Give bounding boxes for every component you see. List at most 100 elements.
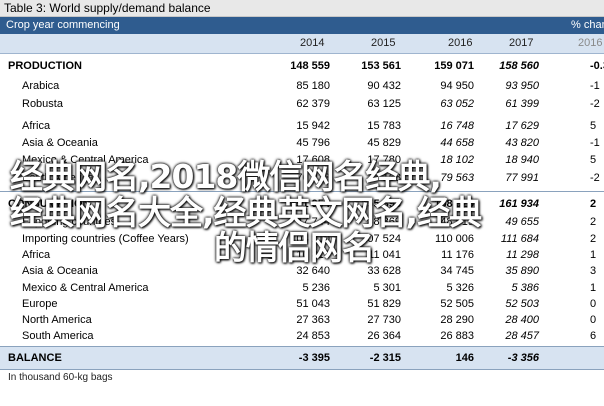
- cell-value: 49 655: [505, 216, 539, 228]
- table-row: Africa 10 819 11 041 11 176 11 298 1: [0, 247, 604, 263]
- row-label: CONSUMPTION: [8, 198, 91, 210]
- table-row: North America 27 363 27 730 28 290 28 40…: [0, 312, 604, 328]
- row-label: South America: [22, 330, 94, 342]
- row-label: PRODUCTION: [8, 60, 82, 72]
- row-label: Importing countries (Coffee Years): [22, 233, 189, 245]
- pct-value: 2: [590, 233, 597, 245]
- cell-value: 45 796: [296, 137, 330, 149]
- cell-value: 146: [455, 352, 474, 364]
- cell-value: 5 236: [302, 282, 330, 294]
- cell-value: 11 298: [506, 249, 539, 261]
- cell-value: 32 640: [296, 265, 330, 277]
- cell-value: 158 925: [434, 198, 474, 210]
- pct-value: 1: [590, 282, 597, 294]
- cell-value: 17 629: [505, 120, 539, 132]
- row-label: Africa: [22, 249, 51, 261]
- cell-value: 47 744: [296, 216, 330, 228]
- cell-value: 111 684: [500, 233, 539, 245]
- pct-value: 3: [590, 265, 597, 277]
- pct-value: 2: [590, 198, 597, 210]
- year-header: 2017: [509, 37, 534, 49]
- cell-value: 48 369: [367, 216, 401, 228]
- cell-value: 28 457: [505, 330, 539, 342]
- cell-value: 45 829: [367, 137, 401, 149]
- row-label: Mexico & Central America: [22, 154, 149, 166]
- cell-value: 34 745: [440, 265, 474, 277]
- cell-value: 5 386: [511, 282, 539, 294]
- cell-value: -2 315: [369, 352, 401, 364]
- pct-value: 6: [590, 330, 597, 342]
- table-row: South America 70 213 73 168 79 563 77 99…: [0, 170, 604, 186]
- pct-value: 5: [590, 120, 597, 132]
- cell-value: 90 432: [367, 80, 401, 92]
- cell-value: 94 950: [440, 80, 474, 92]
- cell-value: 52 503: [505, 298, 539, 310]
- pct-change-label: % change: [571, 19, 604, 31]
- row-label: Asia & Oceania: [22, 137, 98, 149]
- cell-value: 151 954: [290, 198, 330, 210]
- pct-value: 0: [590, 314, 597, 326]
- cell-value: 33 628: [367, 265, 401, 277]
- cell-value: 155 893: [361, 198, 401, 210]
- header-row-crop-year: Crop year commencing % change: [0, 17, 604, 34]
- cell-value: 73 168: [367, 172, 401, 184]
- table-row: Mexico & Central America 17 608 17 780 1…: [0, 152, 604, 168]
- cell-value: 159 071: [434, 60, 474, 72]
- cell-value: 24 853: [296, 330, 330, 342]
- cell-value: 18 102: [440, 154, 474, 166]
- cell-value: 26 883: [440, 330, 474, 342]
- cell-value: 93 950: [505, 80, 539, 92]
- cell-value: 153 561: [361, 60, 401, 72]
- pct-value: 5: [590, 154, 597, 166]
- row-label: Robusta: [22, 98, 63, 110]
- cell-value: 11 176: [441, 249, 474, 261]
- cell-value: 63 052: [440, 98, 474, 110]
- cell-value: 52 505: [440, 298, 474, 310]
- table-row: Arabica 85 180 90 432 94 950 93 950 -1: [0, 78, 604, 94]
- table-row: Importing countries (Coffee Years) 104 2…: [0, 231, 604, 247]
- pct-value: -1: [590, 80, 600, 92]
- cell-value: 5 301: [373, 282, 401, 294]
- cell-value: 43 820: [505, 137, 539, 149]
- cell-value: 26 364: [367, 330, 401, 342]
- cell-value: 158 560: [499, 60, 539, 72]
- row-label: BALANCE: [8, 352, 62, 364]
- cell-value: 161 934: [499, 198, 539, 210]
- cell-value: 51 043: [296, 298, 330, 310]
- cell-value: 18 940: [505, 154, 539, 166]
- cell-value: 107 524: [361, 233, 401, 245]
- cell-value: 48 919: [440, 216, 474, 228]
- cell-value: 51 829: [367, 298, 401, 310]
- table-title: Table 3: World supply/demand balance: [4, 1, 211, 15]
- cell-value: 63 125: [367, 98, 401, 110]
- cell-value: 27 363: [296, 314, 330, 326]
- year-header: 2015: [371, 37, 396, 49]
- section-divider: [0, 191, 604, 192]
- row-label: Arabica: [22, 80, 60, 92]
- pct-value: -1: [590, 137, 600, 149]
- table-title-bar: Table 3: World supply/demand balance: [0, 0, 604, 17]
- cell-value: 10 819: [296, 249, 330, 261]
- cell-value: 11 041: [368, 249, 401, 261]
- cell-value: 62 379: [296, 98, 330, 110]
- cell-value: 61 399: [505, 98, 539, 110]
- row-label: Mexico & Central America: [22, 282, 149, 294]
- year-header: 2016: [448, 37, 473, 49]
- cell-value: 16 748: [440, 120, 474, 132]
- pct-value: 2: [590, 216, 597, 228]
- cell-value: 28 290: [440, 314, 474, 326]
- cell-value: 17 780: [367, 154, 401, 166]
- pct-value: 1: [590, 249, 597, 261]
- table-row: Asia & Oceania 45 796 45 829 44 658 43 8…: [0, 135, 604, 151]
- cell-value: 85 180: [296, 80, 330, 92]
- table-row: Europe 51 043 51 829 52 505 52 503 0: [0, 296, 604, 312]
- pct-value: -2: [590, 98, 600, 110]
- watermark-line: 经典网名大全,经典英文网名,经典: [10, 193, 482, 232]
- table-row: Mexico & Central America 5 236 5 301 5 3…: [0, 280, 604, 296]
- cell-value: 15 942: [296, 120, 330, 132]
- footnote: In thousand 60-kg bags: [8, 372, 113, 383]
- table-row-consumption: CONSUMPTION 151 954 155 893 158 925 161 …: [0, 196, 604, 212]
- cell-value: 79 563: [440, 172, 474, 184]
- cell-value: 148 559: [290, 60, 330, 72]
- table-row: Exporting countries 47 744 48 369 48 919…: [0, 214, 604, 230]
